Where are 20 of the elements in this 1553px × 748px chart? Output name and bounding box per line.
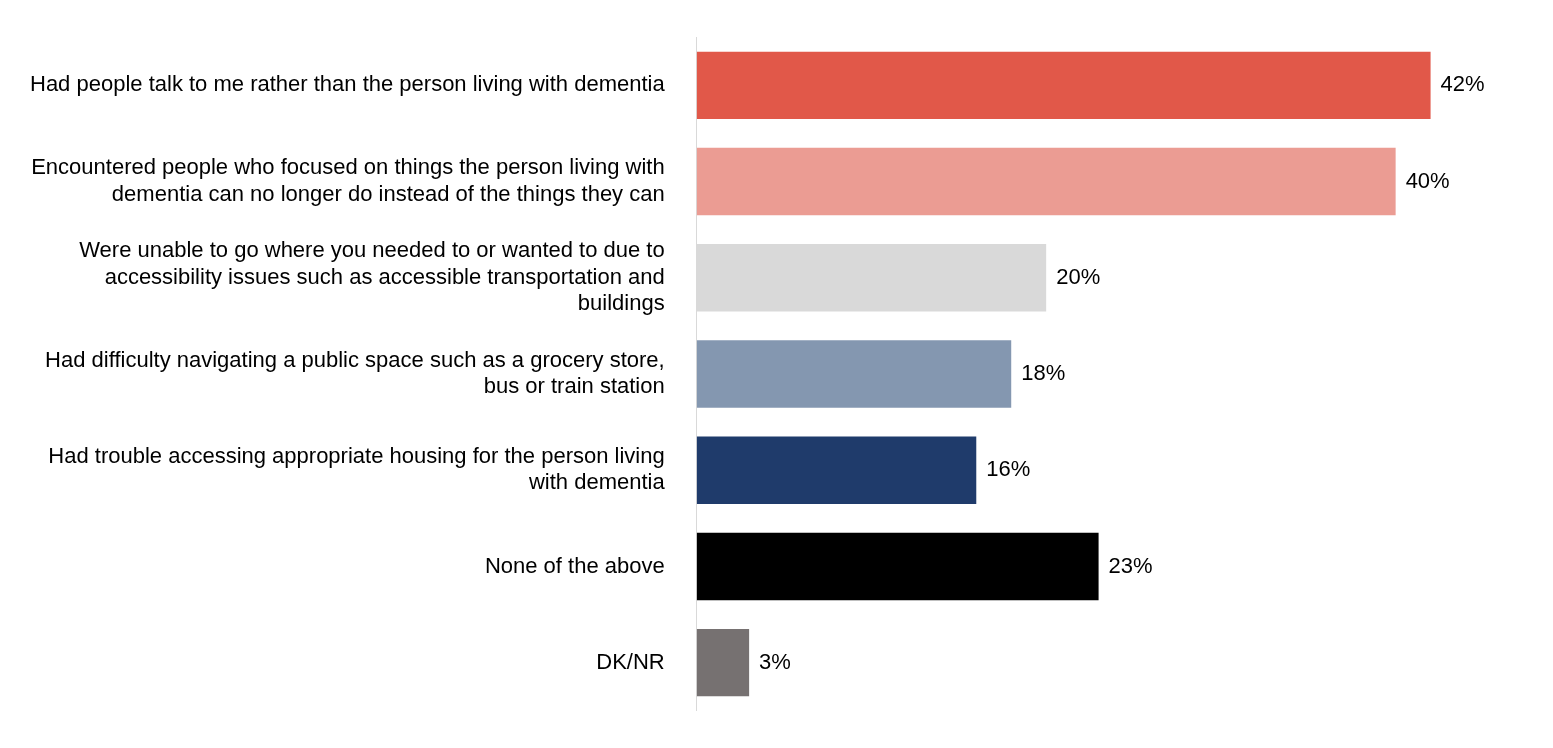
bar (696, 340, 1012, 408)
y-tick-label: Had people talk to me rather than the person living with dementia (30, 71, 666, 97)
bar (696, 436, 977, 504)
data-label: 16% (986, 456, 1031, 482)
bar (696, 51, 1431, 119)
bar (696, 629, 750, 697)
data-label: 23% (1108, 552, 1153, 578)
data-label: 42% (1440, 71, 1485, 97)
data-label: 40% (1405, 167, 1450, 193)
data-label: 20% (1056, 263, 1101, 289)
y-tick-label: None of the above (484, 552, 665, 578)
data-label: 18% (1021, 360, 1066, 386)
data-label: 3% (759, 648, 791, 674)
y-tick-label: Were unable to go where you needed to or wanted to due to accessibility issues such as accessible transportation and buildings (79, 237, 665, 316)
bar (696, 147, 1396, 216)
y-tick-label: Encountered people who focused on things the person living with dementia can no longer do instead of the things they can (31, 154, 665, 206)
y-tick-label: Had difficulty navigating a public space such as a grocery store, bus or train station (45, 346, 665, 399)
y-tick-label: Had trouble accessing appropriate housing for the person living with dementia (48, 443, 666, 495)
y-tick-label: DK/NR (596, 648, 665, 674)
bar (696, 532, 1099, 601)
